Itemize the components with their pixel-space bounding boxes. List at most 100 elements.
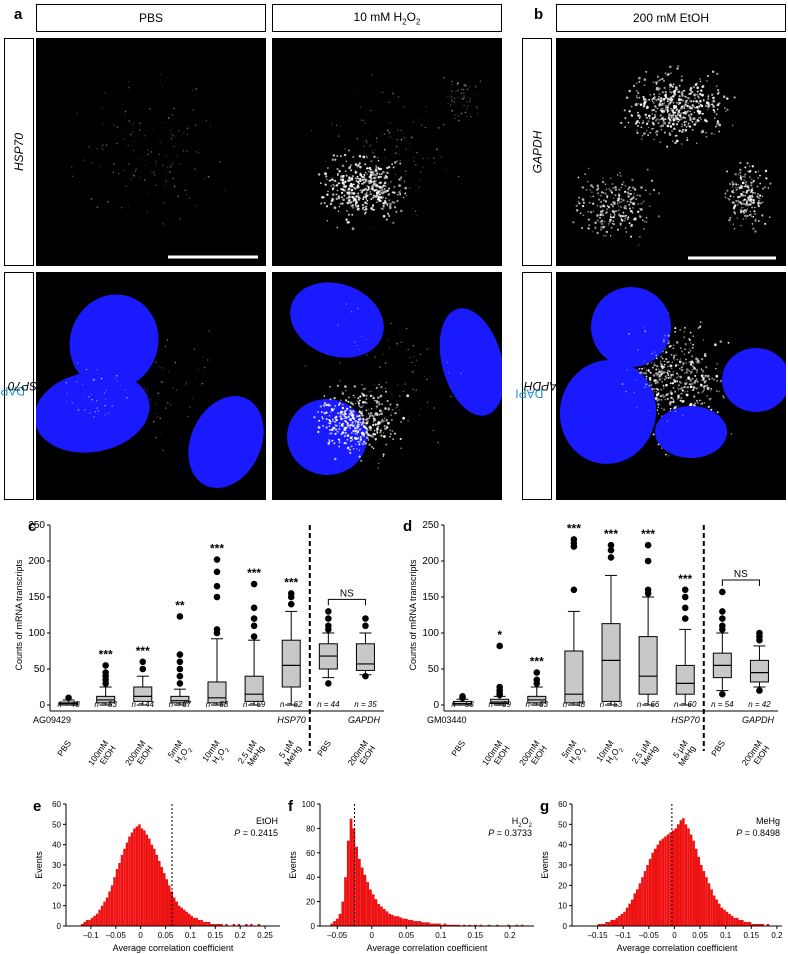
histogram-bar (671, 830, 675, 926)
outlier (287, 600, 295, 608)
outlier (362, 615, 369, 622)
histogram-bar (393, 916, 397, 926)
histogram-bar (630, 899, 634, 926)
histogram-bar (173, 897, 176, 926)
outlier (362, 672, 369, 680)
category-label: 5 µMMeHg (669, 738, 698, 768)
histogram-bar (391, 915, 394, 926)
outlier (213, 556, 221, 563)
n-label: n = 66 (637, 700, 660, 709)
histogram-bar (687, 828, 690, 926)
n-label: n = 48 (57, 700, 80, 709)
row-label-dapi-hsp70: DAPIHSP70 (0, 272, 46, 500)
histogram-bar (753, 923, 757, 926)
outlier (681, 586, 689, 594)
outlier (325, 608, 332, 615)
box-4 (601, 541, 621, 706)
header-etoh: 200 mM EtOH (556, 4, 786, 32)
cell-line-label: AG09429 (33, 715, 71, 725)
histogram-bar (457, 924, 461, 926)
histogram-bar (352, 828, 356, 926)
histogram-bar (333, 921, 336, 926)
box-5 (638, 541, 658, 706)
x-tick-label: 0.15 (208, 931, 224, 940)
histogram-bar (623, 911, 626, 926)
histogram-bar (700, 865, 703, 926)
outlier (250, 604, 258, 612)
histogram-bar (758, 923, 762, 926)
histogram-bar (225, 923, 228, 926)
x-tick-label: 0.05 (158, 931, 174, 940)
histogram-bar (600, 923, 603, 926)
y-tick-label: 100 (28, 628, 45, 639)
y-tick-label: 100 (302, 800, 316, 809)
n-label: n = 42 (748, 700, 771, 709)
histogram-bar (507, 924, 510, 926)
histogram-bar (80, 923, 84, 926)
outlier (176, 665, 184, 673)
micrograph-h2o2-dapi (272, 272, 502, 500)
row-label-gapdh-top: GAPDH (522, 38, 552, 266)
histogram-bar (641, 877, 644, 926)
histogram-bar (710, 889, 713, 926)
nucleus (559, 360, 657, 464)
y-tick-label: 20 (558, 881, 567, 890)
histogram-bar (118, 862, 121, 926)
histogram-bar (158, 860, 161, 926)
histogram-bar (697, 856, 701, 926)
outlier (176, 613, 184, 620)
histogram-bar (694, 848, 698, 926)
x-tick-label: 0 (370, 931, 375, 940)
x-tick-label: 0.15 (743, 931, 759, 940)
header-h2o2-text: 10 mM H2O2 (353, 9, 421, 27)
histogram-bar (380, 906, 383, 926)
n-label: n = 63 (526, 700, 549, 709)
histogram-bar (679, 820, 683, 926)
outlier (756, 629, 763, 637)
histogram-bar (715, 899, 718, 926)
panel-letter-c: c (28, 518, 37, 535)
y-axis-label: Events (540, 851, 550, 879)
histogram-bar (646, 865, 649, 926)
histogram-bar (720, 907, 724, 926)
histogram-bar (217, 923, 221, 926)
histogram-bar (404, 918, 408, 926)
histogram-bar (363, 874, 367, 926)
box-7 (318, 608, 338, 687)
outlier (102, 662, 109, 669)
histogram-bar (163, 873, 166, 926)
box-8 (355, 615, 375, 680)
outlier (287, 590, 295, 597)
histogram-title: MeHg (756, 816, 780, 826)
histogram-bar (382, 908, 386, 926)
category-label: 5 µMMeHg (275, 738, 304, 768)
histogram-bar (123, 848, 126, 926)
histogram-bar (651, 852, 654, 926)
histogram-bar (407, 919, 411, 926)
histogram-bar (462, 924, 466, 926)
box-3 (170, 613, 190, 706)
histogram-bar (177, 905, 181, 926)
gene-label-hsp70: HSP70 (277, 715, 306, 725)
x-tick-label: –0.05 (106, 931, 127, 940)
y-tick-label: 30 (558, 861, 567, 870)
x-tick-label: 0.2 (235, 931, 247, 940)
p-value-label: P = 0.8498 (736, 828, 780, 838)
histogram-bar (741, 919, 744, 926)
panel-letter-f: f (288, 798, 293, 815)
n-label: n = 62 (280, 700, 303, 709)
histogram-bar (165, 879, 169, 926)
x-tick-label: 0.25 (257, 931, 273, 940)
outlier (176, 651, 184, 658)
panel-letter-b: b (534, 6, 544, 23)
outlier (756, 687, 763, 694)
histogram-bar (138, 824, 141, 926)
histogram-bar (153, 848, 156, 926)
significance-label: *** (678, 572, 692, 586)
n-label: n = 69 (488, 700, 511, 709)
histogram-bar (220, 923, 223, 926)
histogram-bar (712, 895, 716, 926)
histogram-bar (110, 885, 114, 926)
outlier (607, 546, 615, 554)
histogram-bar (446, 924, 450, 926)
